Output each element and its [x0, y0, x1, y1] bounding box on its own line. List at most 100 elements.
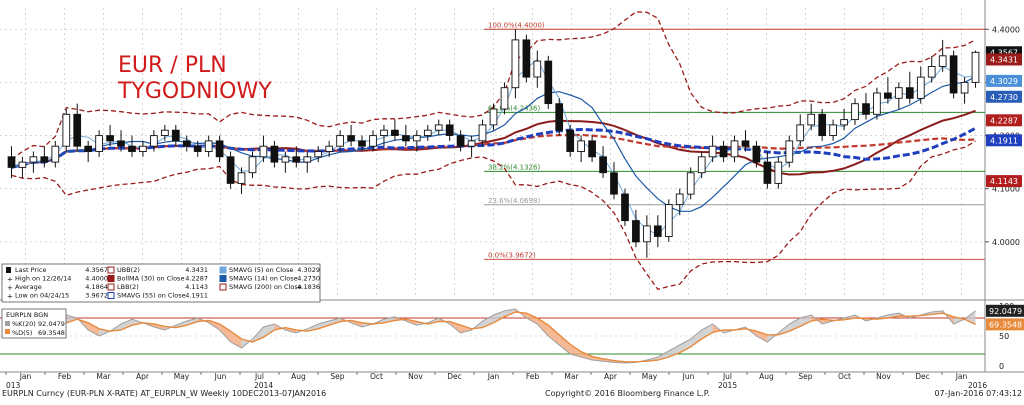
price-badge: [986, 74, 1022, 87]
legend-value: 3.9672: [85, 292, 108, 300]
candle-body: [664, 204, 673, 237]
stoch-fill: [482, 315, 494, 328]
fib-label: 23.6%(4.0698): [488, 197, 540, 205]
legend-value: 4.2287: [185, 275, 208, 283]
fib-label: 100.0%(4.4000): [488, 21, 545, 29]
footer-copyright: Copyright© 2016 Bloomberg Finance L.P.: [545, 389, 710, 398]
stoch-fill: [329, 318, 341, 326]
year-label: 2015: [718, 381, 737, 390]
legend-label: SMAVG (55) on Close: [117, 292, 186, 300]
candle-body: [533, 60, 542, 78]
stoch-fill: [559, 334, 571, 354]
candle-body: [303, 156, 312, 163]
stoch-fill: [66, 315, 78, 323]
stoch-fill: [285, 327, 297, 333]
stoch-fill: [887, 313, 899, 318]
candle-body: [358, 140, 366, 147]
legend-swatch: [107, 292, 115, 299]
stoch-fill: [964, 310, 976, 325]
candle-body: [248, 156, 257, 174]
month-label: May: [174, 372, 190, 381]
month-label: Mar: [564, 372, 579, 381]
candle-body: [29, 156, 38, 163]
sma55-line: [11, 126, 977, 169]
candle-body: [927, 66, 936, 78]
stoch-fill: [208, 320, 220, 330]
stoch-k-swatch: [5, 321, 10, 326]
axis-tick-label: 4.1000: [992, 185, 1020, 194]
stoch-badge-label: 69.3548: [989, 320, 1022, 329]
price-badge-label: 4.2730: [990, 93, 1018, 102]
candle-body: [621, 193, 629, 222]
candle-body: [862, 103, 870, 115]
candle-body: [445, 124, 454, 136]
lower-bollinger-band: [11, 140, 976, 291]
legend-label: BollMA (30) on Close: [117, 275, 184, 283]
month-label: Sep: [798, 372, 812, 381]
price-axis: 4.40004.30004.20004.10004.00004.35674.34…: [985, 25, 1022, 247]
price-badge: [986, 134, 1022, 147]
candle-body: [412, 135, 421, 142]
legend-value: 4.1836: [297, 283, 320, 291]
stoch-fill: [581, 351, 593, 360]
candle-body: [741, 140, 750, 147]
legend-value: 4.1864: [85, 283, 108, 291]
month-label: Oct: [838, 372, 851, 381]
month-label: Apr: [604, 372, 618, 381]
stoch-fill: [865, 318, 877, 321]
legend-box: Last Price 4.3567+ High on 12/26/14 4.4000+…: [1, 263, 321, 303]
price-badge: [986, 114, 1022, 127]
candle-body: [522, 39, 531, 78]
price-badge-label: 4.3567: [990, 48, 1018, 57]
year-label: 2016: [968, 381, 987, 390]
candle-body: [577, 140, 585, 152]
candle-body: [369, 135, 377, 147]
year-label: 2014: [254, 381, 273, 390]
candle-body: [347, 135, 355, 142]
candle-body: [215, 140, 224, 158]
candle-body: [489, 108, 498, 126]
candle-body: [478, 124, 487, 142]
legend-label: SMAVG (14) on Close: [229, 275, 298, 283]
month-label: Nov: [408, 372, 423, 381]
stoch-k-value: 92.0479: [38, 320, 65, 328]
stoch-axis-label: 0: [999, 362, 1004, 371]
candle-body: [314, 151, 323, 158]
candle-body: [796, 124, 805, 142]
stoch-legend-box: [1, 308, 67, 339]
candle-body: [697, 156, 706, 174]
stoch-fill: [175, 321, 187, 328]
candle-body: [171, 129, 180, 142]
stoch-fill: [263, 324, 275, 338]
candle-body: [95, 135, 103, 152]
legend-swatch: +: [7, 276, 13, 284]
month-label: Mar: [96, 372, 111, 381]
stoch-k-label: %K(20): [12, 320, 36, 328]
price-badge-label: 4.3431: [990, 56, 1018, 65]
legend-value: 4.1911: [185, 292, 208, 300]
candle-body: [752, 145, 761, 163]
stoch-fill: [318, 321, 330, 329]
legend-swatch: [219, 275, 227, 282]
candle-body: [588, 140, 596, 158]
stoch-fill: [811, 315, 823, 324]
legend-label: LBB(2): [117, 283, 139, 291]
stoch-fill: [679, 339, 691, 353]
stoch-d-swatch: [5, 329, 10, 334]
stoch-fill: [526, 313, 538, 324]
sma14-line: [11, 76, 976, 212]
candle-body: [204, 140, 213, 152]
stoch-fill: [690, 330, 702, 347]
price-badge-label: 4.2287: [990, 116, 1018, 125]
stoch-fill: [570, 344, 582, 357]
candle-body: [873, 92, 881, 115]
fib-label: 61.8%(4.2436): [488, 104, 540, 112]
candle-body: [281, 156, 290, 163]
legend-swatch: [219, 266, 227, 274]
legend-label: Average: [15, 283, 42, 291]
fib-label: 38.2%(4.1326): [488, 163, 540, 171]
legend-label: Last Price: [15, 266, 46, 274]
stoch-fill: [953, 316, 965, 324]
candle-body: [237, 172, 246, 184]
